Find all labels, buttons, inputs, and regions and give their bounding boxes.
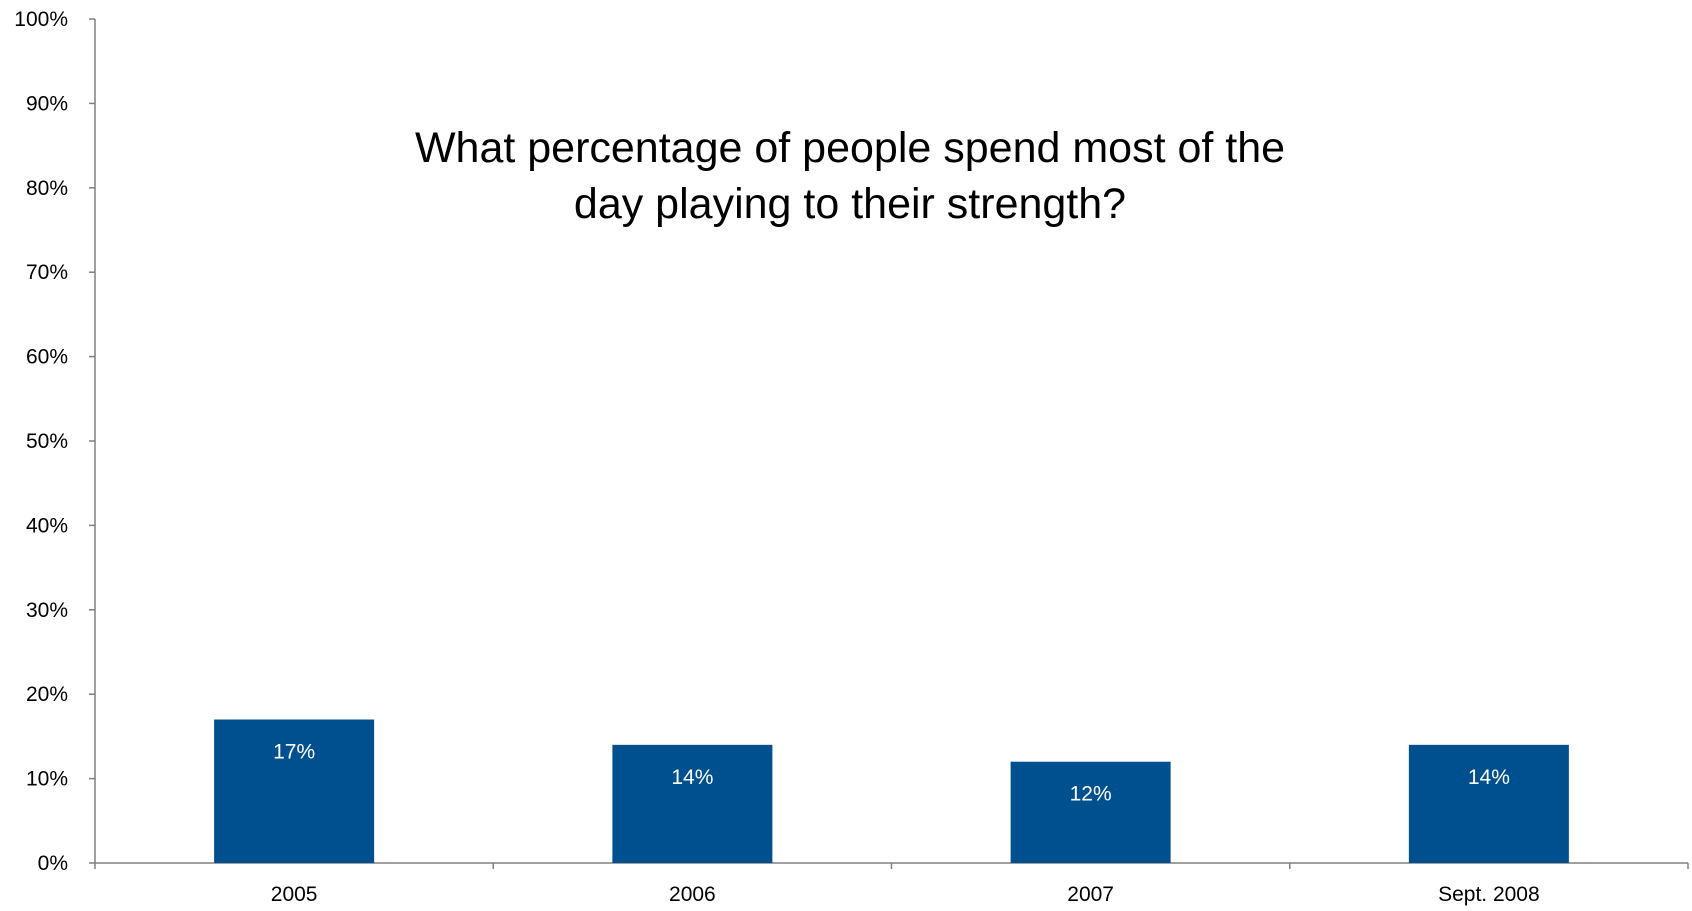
y-axis: 0% 10% 20% 30% 40% 50% 60% 70% 80% 90% 100% bbox=[14, 8, 96, 875]
data-label: 12% bbox=[1070, 783, 1112, 806]
y-tick-label: 90% bbox=[26, 92, 68, 115]
bar bbox=[214, 719, 375, 863]
data-label: 14% bbox=[1468, 766, 1510, 789]
x-category-label: 2005 bbox=[271, 883, 318, 906]
y-tick-label: 0% bbox=[38, 852, 68, 875]
x-category-label: Sept. 2008 bbox=[1438, 883, 1540, 906]
y-tick-label: 50% bbox=[26, 430, 68, 453]
y-tick-label: 40% bbox=[26, 514, 68, 537]
y-tick-label: 100% bbox=[14, 8, 68, 31]
y-tick-label: 70% bbox=[26, 261, 68, 284]
bar bbox=[1010, 761, 1171, 863]
bar bbox=[612, 744, 773, 863]
bars: 17% 14% 12% 14% bbox=[214, 719, 1569, 863]
bar bbox=[1408, 744, 1569, 863]
x-category-label: 2007 bbox=[1067, 883, 1114, 906]
x-category-label: 2006 bbox=[669, 883, 716, 906]
data-label: 17% bbox=[273, 741, 315, 764]
y-tick-label: 30% bbox=[26, 599, 68, 622]
y-tick-label: 10% bbox=[26, 768, 68, 791]
chart-title: What percentage of people spend most of … bbox=[414, 124, 1286, 228]
y-tick-label: 80% bbox=[26, 177, 68, 200]
x-axis: 2005 2006 2007 Sept. 2008 bbox=[94, 862, 1689, 906]
y-tick-label: 60% bbox=[26, 346, 68, 369]
y-tick-label: 20% bbox=[26, 683, 68, 706]
data-label: 14% bbox=[671, 766, 713, 789]
